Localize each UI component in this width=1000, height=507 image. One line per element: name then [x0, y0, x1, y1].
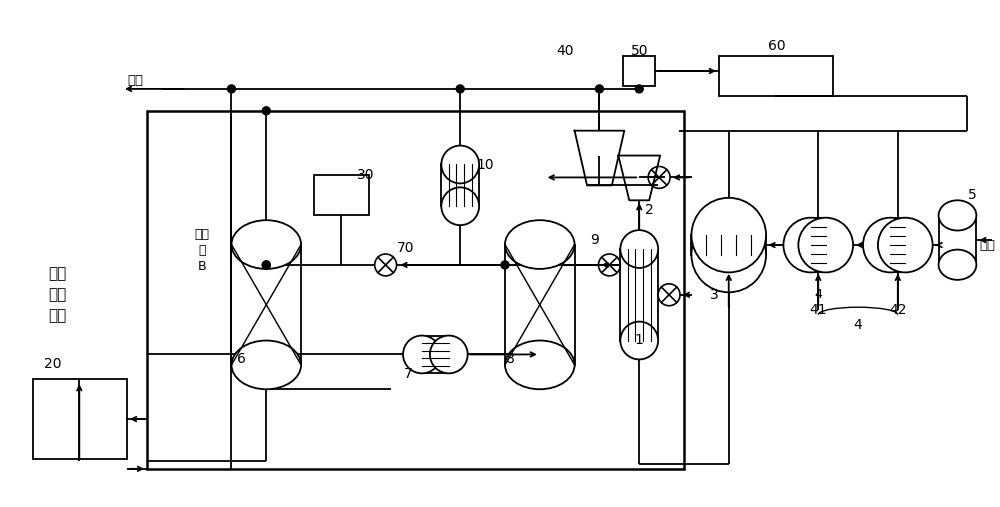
- Text: 液氨: 液氨: [979, 239, 995, 251]
- Text: 循环
气
B: 循环 气 B: [194, 228, 209, 273]
- Bar: [314, 175, 369, 215]
- Circle shape: [456, 85, 464, 93]
- Circle shape: [501, 261, 509, 269]
- Bar: [691, 235, 766, 255]
- Text: 3: 3: [709, 288, 718, 302]
- Bar: [939, 215, 976, 265]
- Bar: [620, 249, 658, 341]
- Circle shape: [262, 107, 270, 115]
- Bar: [623, 56, 655, 86]
- Text: 5: 5: [968, 188, 977, 202]
- Bar: [505, 244, 575, 365]
- Text: 2: 2: [645, 203, 654, 217]
- Ellipse shape: [505, 341, 575, 389]
- Circle shape: [262, 261, 270, 269]
- Ellipse shape: [231, 341, 301, 389]
- Text: 42: 42: [889, 303, 907, 317]
- Ellipse shape: [691, 198, 766, 272]
- Bar: [231, 244, 301, 365]
- Bar: [422, 336, 449, 373]
- Polygon shape: [575, 131, 624, 186]
- Text: 41: 41: [809, 303, 827, 317]
- Ellipse shape: [863, 218, 918, 272]
- Bar: [890, 218, 905, 272]
- Circle shape: [262, 261, 270, 269]
- Text: 驰放: 驰放: [127, 75, 143, 87]
- Bar: [33, 379, 127, 459]
- Text: 1: 1: [635, 333, 644, 346]
- Text: 10: 10: [476, 159, 494, 172]
- Text: 30: 30: [357, 168, 374, 183]
- Bar: [441, 164, 479, 206]
- Ellipse shape: [798, 218, 853, 272]
- Ellipse shape: [939, 249, 976, 280]
- Text: 40: 40: [556, 44, 573, 58]
- Text: 4: 4: [854, 317, 862, 332]
- Text: 7: 7: [404, 368, 413, 381]
- Bar: [811, 218, 826, 272]
- Ellipse shape: [505, 220, 575, 269]
- Ellipse shape: [441, 146, 479, 184]
- Ellipse shape: [441, 188, 479, 225]
- Text: 60: 60: [768, 39, 785, 53]
- Text: 6: 6: [237, 352, 246, 367]
- Bar: [719, 56, 833, 96]
- Polygon shape: [618, 156, 660, 200]
- Ellipse shape: [691, 218, 766, 293]
- Ellipse shape: [620, 230, 658, 268]
- Text: 8: 8: [506, 352, 514, 367]
- Text: 合成
氨混
合气: 合成 氨混 合气: [48, 266, 67, 323]
- Text: 4: 4: [814, 288, 822, 301]
- Circle shape: [595, 85, 603, 93]
- Ellipse shape: [430, 336, 468, 373]
- Ellipse shape: [620, 321, 658, 359]
- Ellipse shape: [783, 218, 838, 272]
- Text: 50: 50: [630, 44, 648, 58]
- Circle shape: [635, 85, 643, 93]
- Ellipse shape: [878, 218, 933, 272]
- Text: 9: 9: [590, 233, 599, 247]
- Circle shape: [228, 85, 235, 93]
- Text: 70: 70: [397, 241, 414, 255]
- Bar: [147, 111, 684, 469]
- Ellipse shape: [231, 220, 301, 269]
- Ellipse shape: [939, 200, 976, 231]
- Text: 20: 20: [44, 357, 61, 372]
- Ellipse shape: [403, 336, 441, 373]
